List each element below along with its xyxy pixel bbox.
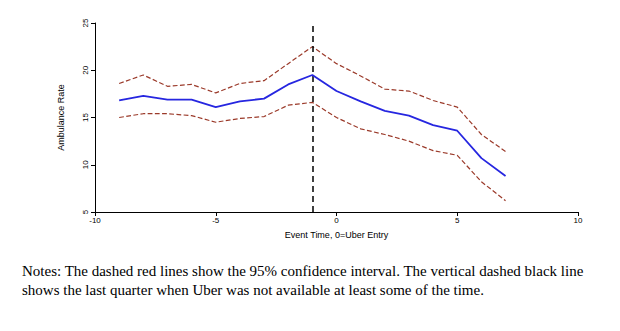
svg-text:-5: -5 [212,216,220,225]
svg-text:Ambulance Rate: Ambulance Rate [56,84,66,151]
svg-text:25: 25 [81,18,90,27]
svg-text:Event Time, 0=Uber Entry: Event Time, 0=Uber Entry [285,230,389,240]
svg-text:0: 0 [334,216,339,225]
svg-text:10: 10 [574,216,583,225]
svg-text:-10: -10 [89,216,101,225]
svg-text:5: 5 [81,209,90,214]
svg-text:10: 10 [81,160,90,169]
svg-text:5: 5 [455,216,460,225]
svg-text:15: 15 [81,113,90,122]
svg-text:20: 20 [81,65,90,74]
html-text:Notes: The dashed red lines sh: Notes: The dashed red lines show the 95%… [22,263,584,298]
